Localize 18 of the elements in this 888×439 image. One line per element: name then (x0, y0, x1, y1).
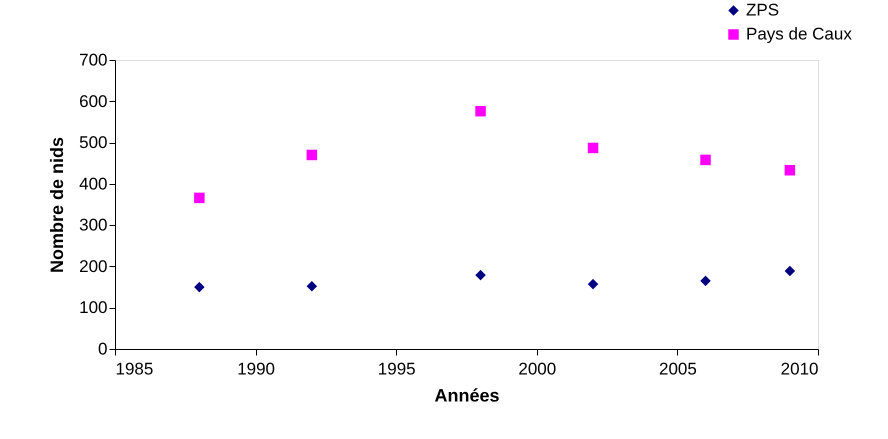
y-tick-label: 600 (79, 92, 108, 111)
x-tick-label: 2000 (518, 360, 556, 378)
x-tick-label: 1990 (237, 360, 276, 378)
x-axis-title: Années (434, 386, 500, 406)
legend-label: ZPS (746, 0, 780, 20)
y-tick-label: 200 (79, 256, 108, 276)
y-tick-label: 500 (79, 133, 108, 152)
y-axis-title: Nombre de nids (47, 136, 68, 274)
legend-label: Pays de Caux (746, 24, 852, 44)
x-tick-label: 1985 (116, 360, 154, 378)
y-tick-label: 400 (79, 174, 108, 194)
y-tick-label: 100 (79, 298, 108, 318)
y-tick-label: 300 (79, 216, 108, 235)
y-tick-label: 700 (79, 50, 108, 70)
y-tick-label: 0 (98, 340, 108, 358)
x-tick-label: 2005 (658, 360, 697, 378)
x-tick-label: 1995 (378, 360, 416, 378)
x-tick-label: 2010 (780, 360, 818, 378)
